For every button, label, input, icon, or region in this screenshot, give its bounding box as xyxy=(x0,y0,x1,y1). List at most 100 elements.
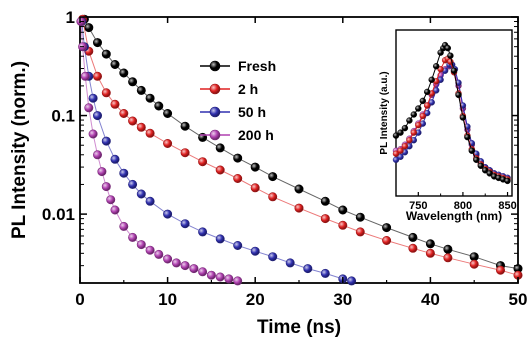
data-point xyxy=(320,196,330,206)
inset-data-point xyxy=(444,44,451,52)
inset-data-point xyxy=(392,132,400,139)
data-point xyxy=(136,85,146,95)
data-point xyxy=(84,23,94,33)
data-point xyxy=(382,223,392,233)
data-point xyxy=(338,205,348,215)
data-point xyxy=(268,172,278,182)
x-tick-label: 20 xyxy=(246,290,265,309)
data-point xyxy=(93,38,103,48)
data-point xyxy=(101,182,111,192)
data-point xyxy=(250,183,260,193)
data-point xyxy=(110,59,120,69)
main-plot: 0 10 20 30 40 50 1 0.1 0.01 Time (ns) PL Intens… xyxy=(9,8,527,338)
inset-data-point xyxy=(482,167,489,174)
data-point xyxy=(119,109,129,119)
inset-data-point xyxy=(477,162,484,170)
data-point xyxy=(163,139,173,149)
inset-series-fresh xyxy=(392,41,511,185)
data-point xyxy=(145,128,155,138)
inset-data-point xyxy=(401,124,409,132)
data-point xyxy=(294,203,304,213)
inset-data-point xyxy=(410,129,417,136)
inset-data-point xyxy=(455,91,462,99)
data-point xyxy=(93,150,103,160)
inset-data-point xyxy=(415,105,422,112)
inset-data-point xyxy=(464,133,471,141)
data-point xyxy=(128,77,138,87)
data-point xyxy=(250,246,260,256)
data-point xyxy=(233,153,243,163)
data-point xyxy=(268,252,278,262)
series-line xyxy=(83,18,519,270)
inset-x-tick-label: 750 xyxy=(409,200,427,212)
data-point xyxy=(145,245,155,255)
data-point xyxy=(443,253,453,263)
data-point xyxy=(206,270,216,280)
data-point xyxy=(495,265,505,275)
data-point xyxy=(136,122,146,132)
data-point xyxy=(97,167,107,177)
legend: Fresh 2 h 50 h 200 h xyxy=(200,58,276,143)
series-50-h xyxy=(77,16,357,286)
inset-data-point xyxy=(406,117,413,124)
inset-data-point xyxy=(397,129,404,136)
data-point xyxy=(233,276,243,286)
data-point xyxy=(154,101,164,111)
data-point xyxy=(180,261,190,271)
x-axis-title: Time (ns) xyxy=(257,317,341,338)
main-x-axis: 0 10 20 30 40 50 xyxy=(75,17,527,309)
inset-data-point xyxy=(459,114,467,121)
inset-x-axis-title: Wavelength (nm) xyxy=(406,209,502,223)
inset-data-point xyxy=(437,65,444,73)
data-point xyxy=(469,259,479,269)
x-tick-label: 0 xyxy=(75,290,84,309)
legend-entry: 200 h xyxy=(200,127,274,143)
inset-data-point xyxy=(447,52,454,59)
data-point xyxy=(469,252,479,262)
inset-data-point xyxy=(415,121,422,129)
data-point xyxy=(88,129,98,139)
legend-label: Fresh xyxy=(238,58,276,74)
inset-data-point xyxy=(468,147,475,154)
inset-data-point xyxy=(397,147,404,154)
data-point xyxy=(119,221,129,231)
data-point xyxy=(285,258,295,268)
data-point xyxy=(303,264,313,274)
data-point xyxy=(88,93,98,103)
inset-plot: 750 800 850 Wavelength (nm) PL Intensity (… xyxy=(379,29,517,223)
inset-data-point xyxy=(424,102,431,109)
data-point xyxy=(347,276,357,286)
data-point xyxy=(320,268,330,278)
data-point xyxy=(110,99,120,109)
legend-entry: 2 h xyxy=(200,81,258,97)
y-tick-label: 0.1 xyxy=(51,107,75,126)
data-point xyxy=(198,157,208,167)
legend-entry: Fresh xyxy=(200,58,276,74)
data-point xyxy=(145,93,155,103)
legend-label: 50 h xyxy=(238,104,266,120)
data-point xyxy=(180,148,190,158)
inset-data-point xyxy=(419,112,426,120)
data-point xyxy=(101,136,111,146)
data-point xyxy=(106,195,116,205)
inset-series-layer xyxy=(392,41,511,185)
inset-data-point xyxy=(406,136,413,144)
data-point xyxy=(128,232,138,242)
data-point xyxy=(136,189,146,199)
legend-marker xyxy=(209,60,221,72)
legend-label: 2 h xyxy=(238,81,258,97)
x-tick-label: 10 xyxy=(158,290,177,309)
data-point xyxy=(224,274,234,284)
inset-data-point xyxy=(504,177,511,185)
inset-data-point xyxy=(433,62,440,70)
data-point xyxy=(425,239,435,249)
data-point xyxy=(171,258,181,268)
inset-data-point xyxy=(424,88,431,96)
data-point xyxy=(355,227,365,237)
data-point xyxy=(443,244,453,254)
x-tick-label: 30 xyxy=(333,290,352,309)
data-point xyxy=(93,71,103,81)
legend-entry: 50 h xyxy=(200,104,266,120)
data-point xyxy=(101,49,111,59)
inset-data-point xyxy=(410,111,417,118)
